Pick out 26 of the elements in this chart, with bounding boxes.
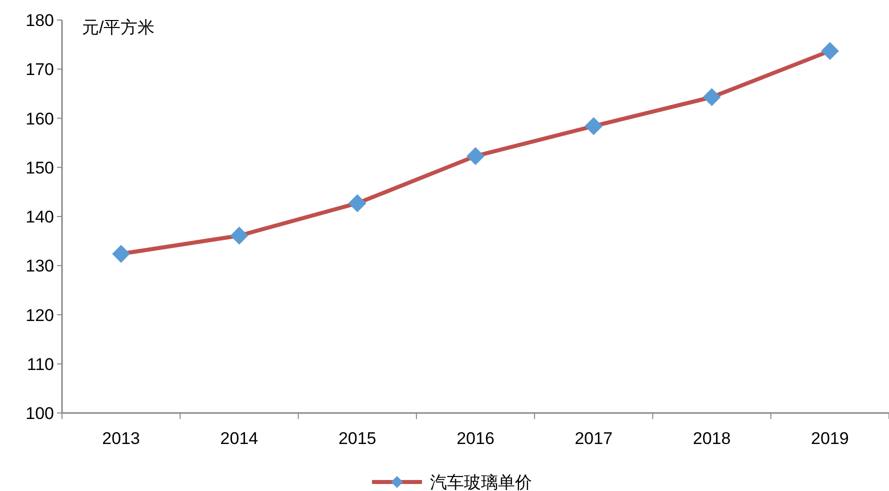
x-tick-label: 2016 [456, 429, 494, 448]
point [348, 194, 366, 212]
y-tick-label: 140 [26, 208, 54, 226]
point [584, 117, 603, 136]
x-tick-label: 2013 [102, 429, 140, 448]
y-tick-label: 100 [26, 404, 54, 423]
x-tick-label: 2018 [692, 429, 731, 448]
point [820, 42, 839, 60]
y-tick-label: 170 [26, 60, 54, 80]
y-tick-label: 110 [26, 354, 54, 374]
point [112, 244, 130, 263]
y-tick-label: 130 [26, 256, 54, 276]
point [230, 226, 248, 245]
x-tick-label: 2014 [220, 429, 258, 448]
y-tick-label: 150 [26, 158, 54, 178]
y-tick-label: 160 [26, 109, 54, 128]
x-tick-label: 2017 [574, 429, 613, 448]
y-tick-label: 180 [26, 11, 54, 30]
legend: 汽车玻璃单价 [372, 473, 532, 491]
y-tick-label: 120 [26, 306, 54, 325]
x-tick-label: 2019 [811, 429, 849, 448]
x-tick-label: 2015 [338, 429, 376, 448]
point [466, 147, 484, 166]
ylabel: 元/平方米 [82, 18, 155, 37]
legend-label: 汽车玻璃单价 [430, 473, 532, 491]
point [702, 88, 721, 106]
